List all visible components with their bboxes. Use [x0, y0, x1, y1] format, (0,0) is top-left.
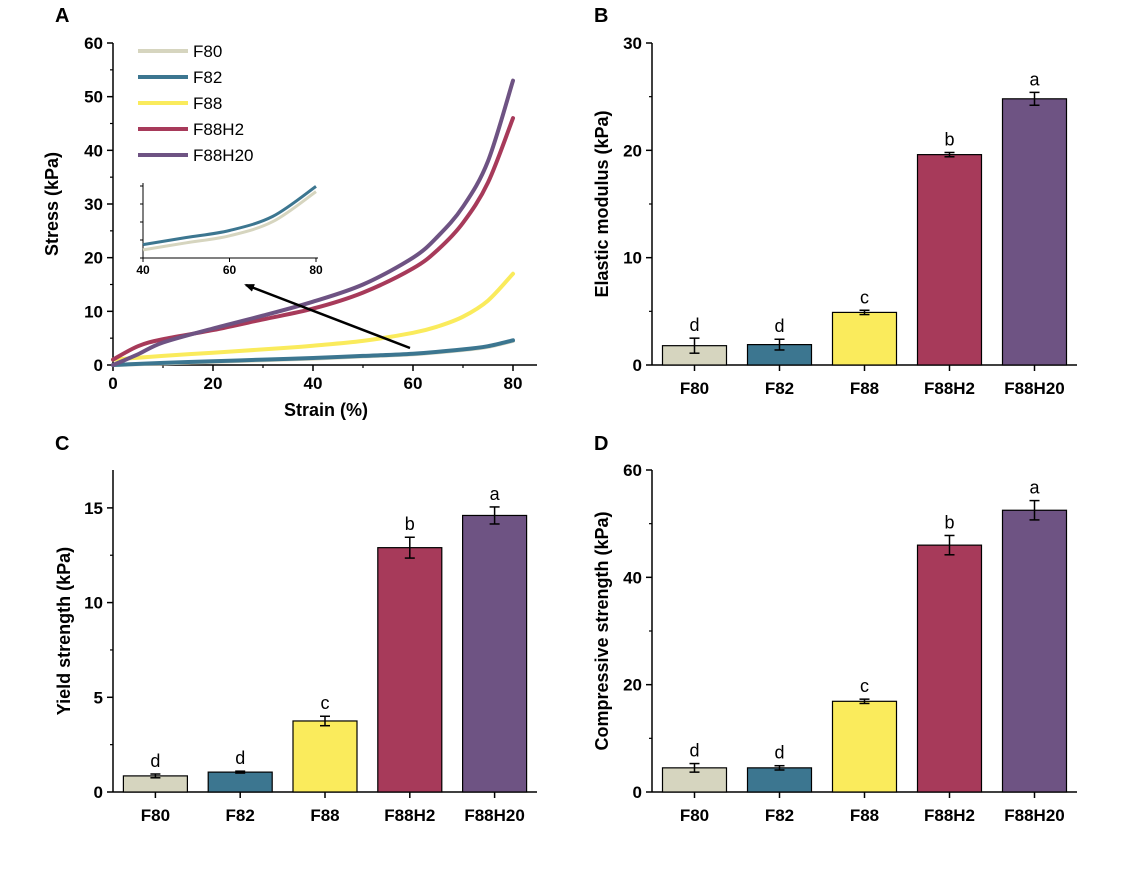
y-tick-label-b-2: 20 — [623, 141, 642, 160]
significance-letter-c-f88: c — [321, 693, 330, 713]
y-tick-label-c-3: 15 — [84, 499, 103, 518]
y-tick-label-b-0: 0 — [633, 356, 642, 375]
bar-d-f82 — [746, 767, 813, 793]
x-tick-label-a-3: 60 — [404, 374, 423, 393]
y-tick-label-a-4: 40 — [84, 141, 103, 160]
legend-a: F80 F82 F88 F88H2 F88H20 — [138, 42, 253, 165]
y-tick-label-d-1: 20 — [623, 676, 642, 695]
bar-d-f88h2 — [916, 544, 983, 793]
legend-label-f82: F82 — [193, 68, 222, 87]
y-tick-label-a-3: 30 — [84, 195, 103, 214]
x-tick-label-d-f82: F82 — [765, 806, 794, 825]
inset-line-f82 — [142, 185, 317, 247]
bar-c-f88 — [292, 720, 358, 793]
x-tick-label-a-4: 80 — [504, 374, 523, 393]
y-tick-label-a-2: 20 — [84, 249, 103, 268]
x-tick-label-d-f88h2: F88H2 — [924, 806, 975, 825]
x-tick-label-a-0: 0 — [108, 374, 117, 393]
panel-letter-b: B — [594, 5, 608, 27]
y-tick-label-a-6: 60 — [84, 34, 103, 53]
line-series-f88 — [111, 271, 515, 362]
panel-letter-d: D — [594, 433, 608, 455]
x-tick-label-c-f88h2: F88H2 — [384, 806, 435, 825]
significance-letter-d-f88h20: a — [1029, 478, 1040, 498]
y-axis-label-b: Elastic modulus (kPa) — [592, 110, 612, 297]
panel-letter-a: A — [55, 5, 69, 27]
y-tick-label-a-1: 10 — [84, 302, 103, 321]
x-tick-label-a-1: 20 — [204, 374, 223, 393]
x-tick-label-c-f82: F82 — [226, 806, 255, 825]
x-axis-label-a: Strain (%) — [284, 400, 368, 420]
x-tick-label-a-2: 40 — [304, 374, 323, 393]
bar-c-f88h2 — [377, 547, 443, 793]
x-tick-label-d-f80: F80 — [680, 806, 709, 825]
x-tick-label-c-f88h20: F88H20 — [464, 806, 524, 825]
significance-letter-b-f80: d — [689, 315, 699, 335]
significance-letter-d-f88h2: b — [944, 512, 954, 532]
legend-label-f88: F88 — [193, 94, 222, 113]
panel-b: B 0 10 20 30 Elastic modulus (kPa) d F80 d F82 c F8… — [592, 5, 1077, 398]
significance-letter-c-f88h2: b — [405, 514, 415, 534]
bar-b-f88h20 — [1001, 98, 1068, 366]
x-tick-label-b-f88: F88 — [850, 379, 879, 398]
inset-x-tick-label-0: 40 — [136, 263, 150, 277]
y-axis-label-a: Stress (kPa) — [42, 152, 62, 256]
legend-label-f80: F80 — [193, 42, 222, 61]
bar-c-f88h20 — [462, 514, 528, 793]
significance-letter-c-f80: d — [150, 751, 160, 771]
x-tick-label-d-f88: F88 — [850, 806, 879, 825]
y-tick-label-a-5: 50 — [84, 88, 103, 107]
panel-a: A 0 10 20 30 40 50 60 Stress (kPa) 0 20 40 60 80 Strai… — [42, 5, 537, 420]
x-tick-label-b-f80: F80 — [680, 379, 709, 398]
panel-letter-c: C — [55, 433, 69, 455]
significance-letter-d-f88: c — [860, 676, 869, 696]
y-tick-label-a-0: 0 — [94, 356, 103, 375]
annotation-arrow — [244, 283, 411, 350]
y-tick-label-d-0: 0 — [633, 783, 642, 802]
y-axis-label-d: Compressive strength (kPa) — [592, 511, 612, 750]
x-tick-label-b-f88h20: F88H20 — [1004, 379, 1064, 398]
significance-letter-b-f88h20: a — [1029, 69, 1040, 89]
significance-letter-d-f80: d — [689, 741, 699, 761]
significance-letter-b-f88: c — [860, 287, 869, 307]
significance-letter-b-f82: d — [774, 316, 784, 336]
line-series-f88h20 — [111, 78, 515, 367]
x-tick-label-b-f82: F82 — [765, 379, 794, 398]
significance-letter-c-f88h20: a — [490, 484, 501, 504]
significance-letter-b-f88h2: b — [944, 129, 954, 149]
y-tick-label-b-3: 30 — [623, 34, 642, 53]
significance-letter-d-f82: d — [774, 743, 784, 763]
panel-c: C 0 5 10 15 Yield strength (kPa) d F80 d F82 c F88 b… — [54, 433, 537, 825]
y-tick-label-b-1: 10 — [623, 249, 642, 268]
bar-b-f88 — [831, 311, 898, 366]
inset-x-tick-label-1: 60 — [223, 263, 237, 277]
inset-line-f80 — [142, 190, 317, 252]
inset-x-tick-label-2: 80 — [309, 263, 323, 277]
significance-letter-c-f82: d — [235, 748, 245, 768]
y-tick-label-d-2: 40 — [623, 568, 642, 587]
y-tick-label-d-3: 60 — [623, 461, 642, 480]
bar-d-f88h20 — [1001, 509, 1068, 793]
panel-d: D 0 20 40 60 Compressive strength (kPa) d F80 d F… — [592, 433, 1077, 825]
bar-c-f82 — [207, 771, 273, 793]
y-axis-label-c: Yield strength (kPa) — [54, 547, 74, 715]
y-tick-label-c-1: 5 — [94, 688, 103, 707]
line-series-f82 — [111, 338, 515, 367]
y-tick-label-c-0: 0 — [94, 783, 103, 802]
legend-label-f88h2: F88H2 — [193, 120, 244, 139]
x-tick-label-b-f88h2: F88H2 — [924, 379, 975, 398]
bar-d-f88 — [831, 700, 898, 793]
x-tick-label-d-f88h20: F88H20 — [1004, 806, 1064, 825]
x-tick-label-c-f88: F88 — [310, 806, 339, 825]
x-tick-label-c-f80: F80 — [141, 806, 170, 825]
legend-label-f88h20: F88H20 — [193, 146, 253, 165]
y-tick-label-c-2: 10 — [84, 594, 103, 613]
inset-a: 40 60 80 — [136, 183, 323, 277]
line-series-f88h2 — [111, 116, 515, 362]
bar-b-f88h2 — [916, 154, 983, 366]
